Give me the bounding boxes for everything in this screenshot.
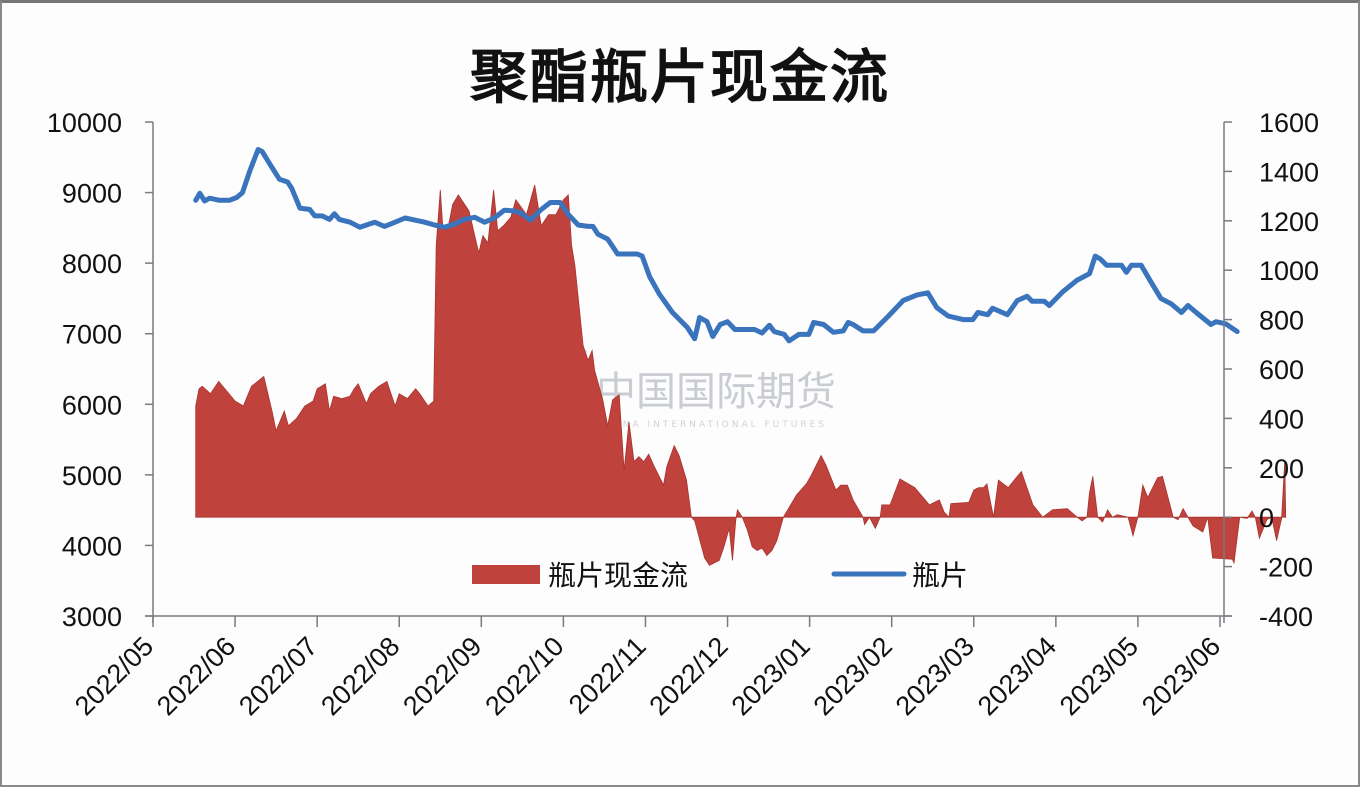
x-axis-tick-label: 2023/01 <box>726 631 816 721</box>
left-axis-tick-label: 8000 <box>62 249 122 279</box>
legend-label-cashflow: 瓶片现金流 <box>548 559 688 592</box>
legend-item-cashflow: 瓶片现金流 <box>472 559 688 592</box>
right-axis-tick-label: 400 <box>1259 404 1304 434</box>
x-axis-tick-label: 2023/06 <box>1136 631 1226 721</box>
left-axis-tick-label: 4000 <box>62 531 122 561</box>
left-axis-tick-label: 9000 <box>62 179 122 209</box>
right-axis: 1600 1400 1200 1000 800 600 400 200 0 -200 -400 <box>1223 108 1319 632</box>
right-axis-tick-label: 0 <box>1259 503 1274 533</box>
x-axis-tick-label: 2022/11 <box>563 631 652 720</box>
right-axis-tick-label: -200 <box>1259 553 1313 583</box>
cashflow-area-series <box>195 184 1287 566</box>
watermark-text: 中国国际期货 <box>596 369 836 415</box>
x-axis-tick-label: 2022/10 <box>479 631 569 721</box>
right-axis-tick-label: 1000 <box>1259 256 1319 286</box>
x-axis-tick-label: 2022/12 <box>644 631 734 721</box>
legend-label-price: 瓶片 <box>912 559 968 592</box>
x-axis-tick-label: 2022/09 <box>397 631 487 721</box>
right-axis-tick-label: -400 <box>1259 602 1313 632</box>
x-axis-tick-label: 2023/05 <box>1054 631 1144 721</box>
x-axis-tick-label: 2022/06 <box>151 631 241 721</box>
right-axis-tick-label: 600 <box>1259 355 1304 385</box>
x-axis-tick-label: 2023/04 <box>972 631 1062 721</box>
right-axis-tick-label: 1400 <box>1259 157 1319 187</box>
x-axis-tick-label: 2023/02 <box>808 631 898 721</box>
left-axis-tick-label: 6000 <box>62 390 122 420</box>
right-axis-tick-label: 1200 <box>1259 207 1319 237</box>
x-axis-tick-label: 2022/07 <box>233 631 323 721</box>
left-axis-tick-label: 10000 <box>47 108 122 138</box>
price-line-series <box>193 147 1240 344</box>
right-axis-tick-label: 200 <box>1259 454 1304 484</box>
left-axis-tick-label: 5000 <box>62 461 122 491</box>
watermark-subtext: CHINA INTERNATIONAL FUTURES <box>598 420 827 430</box>
left-axis-tick-label: 3000 <box>62 602 122 632</box>
legend-item-price: 瓶片 <box>831 559 968 592</box>
chart-title: 聚酯瓶片现金流 <box>469 43 890 111</box>
right-axis-tick-label: 1600 <box>1259 108 1319 138</box>
left-axis-tick-label: 7000 <box>62 320 122 350</box>
left-axis: 10000 9000 8000 7000 6000 5000 4000 3000 <box>47 108 154 632</box>
x-axis: 2022/052022/062022/072022/082022/092022/… <box>69 615 1232 721</box>
legend: 瓶片现金流 瓶片 <box>472 559 968 592</box>
right-axis-tick-label: 800 <box>1259 306 1304 336</box>
legend-swatch-area <box>472 565 540 584</box>
x-axis-tick-label: 2022/08 <box>315 631 405 721</box>
x-axis-tick-label: 2022/05 <box>69 631 159 721</box>
x-axis-tick-label: 2023/03 <box>890 631 980 721</box>
